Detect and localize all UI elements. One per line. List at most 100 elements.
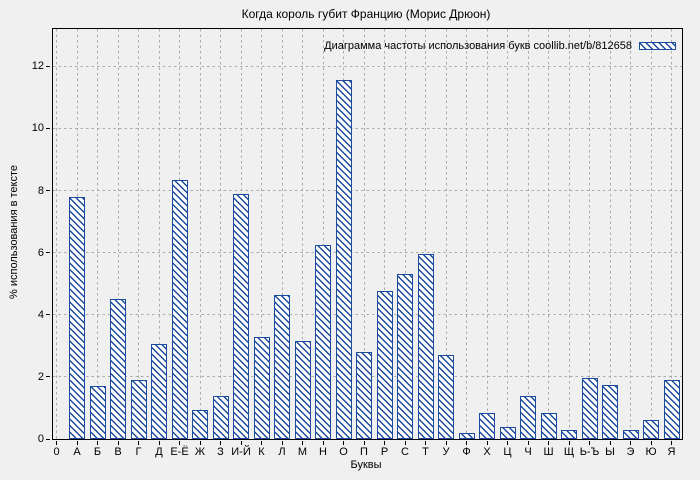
x-tick-label: К [258,446,265,458]
x-tick-mark [486,440,488,445]
bar-Б [89,386,106,439]
x-tick-label: И-Й [231,446,251,458]
vertical-gridline [589,29,590,439]
x-tick-label: Г [135,446,142,458]
x-tick-mark [158,440,160,445]
vertical-gridline [117,29,119,439]
bar-Е-Ё [171,179,188,439]
x-tick-label: Ю [645,446,657,458]
y-tick-label: 8 [37,184,44,197]
vertical-gridline [56,29,57,439]
bar-И-Й [233,193,249,439]
x-tick-label: У [442,446,450,458]
vertical-gridline [384,29,385,439]
vertical-gridline [425,29,426,439]
legend: Диаграмма частоты использования букв coo… [324,40,676,52]
bar-В [110,299,126,439]
x-tick-mark [220,440,221,445]
y-tick-mark [46,376,50,378]
x-tick-label: Ы [605,446,615,458]
x-tick-label: Ц [503,446,512,458]
vertical-gridline [404,29,406,439]
x-tick-mark [466,440,467,445]
vertical-gridline [138,29,139,439]
vertical-gridline [445,29,447,439]
bar-Ш [540,412,557,439]
x-tick-label: Ч [524,446,532,458]
x-tick-label: А [73,446,81,458]
y-tick-label: 2 [37,370,44,383]
vertical-gridline [220,29,221,439]
x-tick-mark [179,440,180,445]
bar-Ж [192,409,208,439]
y-axis-label: % использования в тексте [8,165,20,299]
y-tick-label: 0 [37,433,44,445]
x-tick-mark [240,440,242,445]
horizontal-gridline [53,127,682,129]
y-tick-label: 6 [37,246,44,259]
x-tick-label: З [217,446,224,458]
y-tick-mark [46,127,50,129]
plot-area: Диаграмма частоты использования букв coo… [32,28,683,458]
bar-Р [376,291,393,439]
legend-label: Диаграмма частоты использования букв coo… [324,40,632,52]
x-axis-label: Буквы [350,459,382,471]
vertical-gridline [609,29,611,439]
bar-З [212,395,229,439]
x-tick-mark [507,440,508,445]
y-tick-mark [46,252,50,254]
bar-Э [622,429,639,439]
x-tick-mark [56,440,57,445]
bar-П [356,352,372,439]
bar-Ь-Ъ [581,378,598,439]
y-tick-mark [46,65,50,67]
vertical-gridline [630,29,631,439]
x-tick-label: Р [380,446,389,458]
horizontal-gridline [53,65,682,67]
x-tick-mark [138,440,139,445]
bar-Ф [458,432,475,439]
x-tick-mark [363,440,365,445]
x-tick-mark [568,440,570,445]
x-tick-label: Н [319,446,327,458]
x-tick-label: Б [93,446,102,458]
x-tick-label: Щ [563,446,575,458]
x-tick-mark [384,440,385,445]
vertical-gridline [261,29,262,439]
x-tick-mark [281,440,283,445]
x-tick-label: Х [483,446,491,458]
vertical-gridline [363,29,365,439]
x-tick-label: В [114,446,122,458]
x-tick-mark [589,440,590,445]
bar-С [397,274,413,439]
x-tick-label: Ж [194,446,206,458]
x-tick-label: Ф [462,446,471,458]
vertical-gridline [486,29,488,439]
bar-М [294,341,311,439]
y-tick-mark [46,314,50,316]
bar-Г [130,380,147,439]
x-tick-mark [609,440,611,445]
x-tick-mark [76,440,78,445]
x-tick-mark [425,440,426,445]
bar-Н [315,244,331,439]
bar-А [69,196,85,439]
y-tick-mark [46,438,50,440]
y-tick-label: 10 [31,122,44,135]
vertical-gridline [507,29,508,439]
vertical-gridline [466,29,467,439]
x-tick-label: П [360,446,368,458]
bar-У [438,355,454,439]
x-tick-mark [199,440,201,445]
bar-Л [274,294,290,439]
bar-Ы [602,384,618,439]
bar-Т [417,254,434,439]
x-tick-label: О [339,446,348,458]
x-tick-mark [527,440,529,445]
x-tick-mark [630,440,631,445]
bar-Х [479,412,495,439]
bar-К [253,336,270,439]
bar-Ю [643,420,659,439]
vertical-gridline [650,29,652,439]
bar-Д [151,344,167,439]
